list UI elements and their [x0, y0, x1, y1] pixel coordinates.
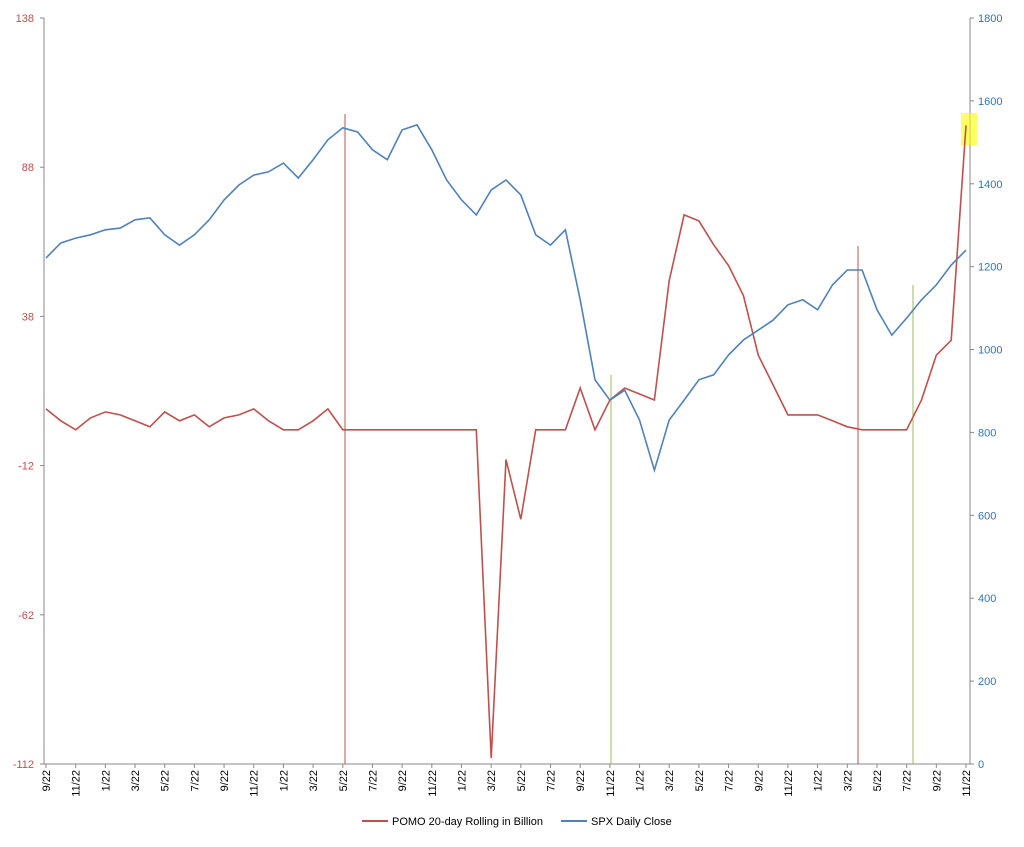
x-tick-label: 7/22	[367, 770, 379, 791]
y-tick-label: -12	[18, 461, 34, 473]
x-tick-label: 1/22	[813, 770, 825, 791]
x-tick-label: 1/22	[635, 770, 647, 791]
x-tick-label: 9/22	[219, 770, 231, 791]
x-tick-label: 1/22	[278, 770, 290, 791]
x-tick-label: 5/22	[872, 770, 884, 791]
x-tick-label: 11/22	[961, 770, 973, 797]
x-tick-label: 11/22	[71, 770, 83, 797]
x-tick-label: 7/22	[724, 770, 736, 791]
x-tick-label: 5/22	[338, 770, 350, 791]
x-tick-label: 9/22	[575, 770, 587, 791]
x-tick-label: 7/22	[902, 770, 914, 791]
y-tick-label: -112	[13, 759, 34, 771]
x-tick-label: 5/22	[160, 770, 172, 791]
y-tick-label: -62	[18, 610, 34, 622]
y-tick-label: 88	[22, 162, 34, 174]
y2-tick-label: 800	[978, 427, 996, 439]
legend-label: SPX Daily Close	[591, 816, 672, 828]
x-tick-label: 5/22	[694, 770, 706, 791]
y2-tick-label: 1200	[978, 262, 1002, 274]
x-tick-label: 7/22	[546, 770, 558, 791]
x-tick-label: 11/22	[427, 770, 439, 797]
x-tick-label: 11/22	[783, 770, 795, 797]
x-tick-label: 11/22	[249, 770, 261, 797]
series-line	[45, 123, 967, 474]
y2-tick-label: 1600	[978, 96, 1002, 108]
x-tick-label: 5/22	[516, 770, 528, 791]
x-tick-label: 3/22	[664, 770, 676, 791]
series-line	[45, 125, 967, 759]
y2-tick-label: 1400	[978, 179, 1002, 191]
x-tick-label: 1/22	[100, 770, 112, 791]
y-tick-label: 38	[22, 311, 34, 323]
x-tick-label: 3/22	[308, 770, 320, 791]
y-tick-label: 138	[16, 13, 34, 25]
x-tick-label: 3/22	[486, 770, 498, 791]
x-tick-label: 11/22	[605, 770, 617, 797]
x-tick-label: 9/22	[931, 770, 943, 791]
y2-tick-label: 0	[978, 759, 984, 771]
x-tick-label: 9/22	[41, 770, 53, 791]
x-tick-label: 9/22	[397, 770, 409, 791]
y2-tick-label: 1800	[978, 13, 1002, 25]
x-tick-label: 7/22	[189, 770, 201, 791]
y2-tick-label: 200	[978, 676, 996, 688]
x-tick-label: 3/22	[130, 770, 142, 791]
x-tick-label: 1/22	[456, 770, 468, 791]
y2-tick-label: 400	[978, 593, 996, 605]
y2-tick-label: 600	[978, 510, 996, 522]
highlight	[961, 113, 977, 145]
x-tick-label: 9/22	[753, 770, 765, 791]
x-tick-label: 3/22	[842, 770, 854, 791]
y2-tick-label: 1000	[978, 345, 1002, 357]
legend-label: POMO 20-day Rolling in Billion	[392, 816, 543, 828]
